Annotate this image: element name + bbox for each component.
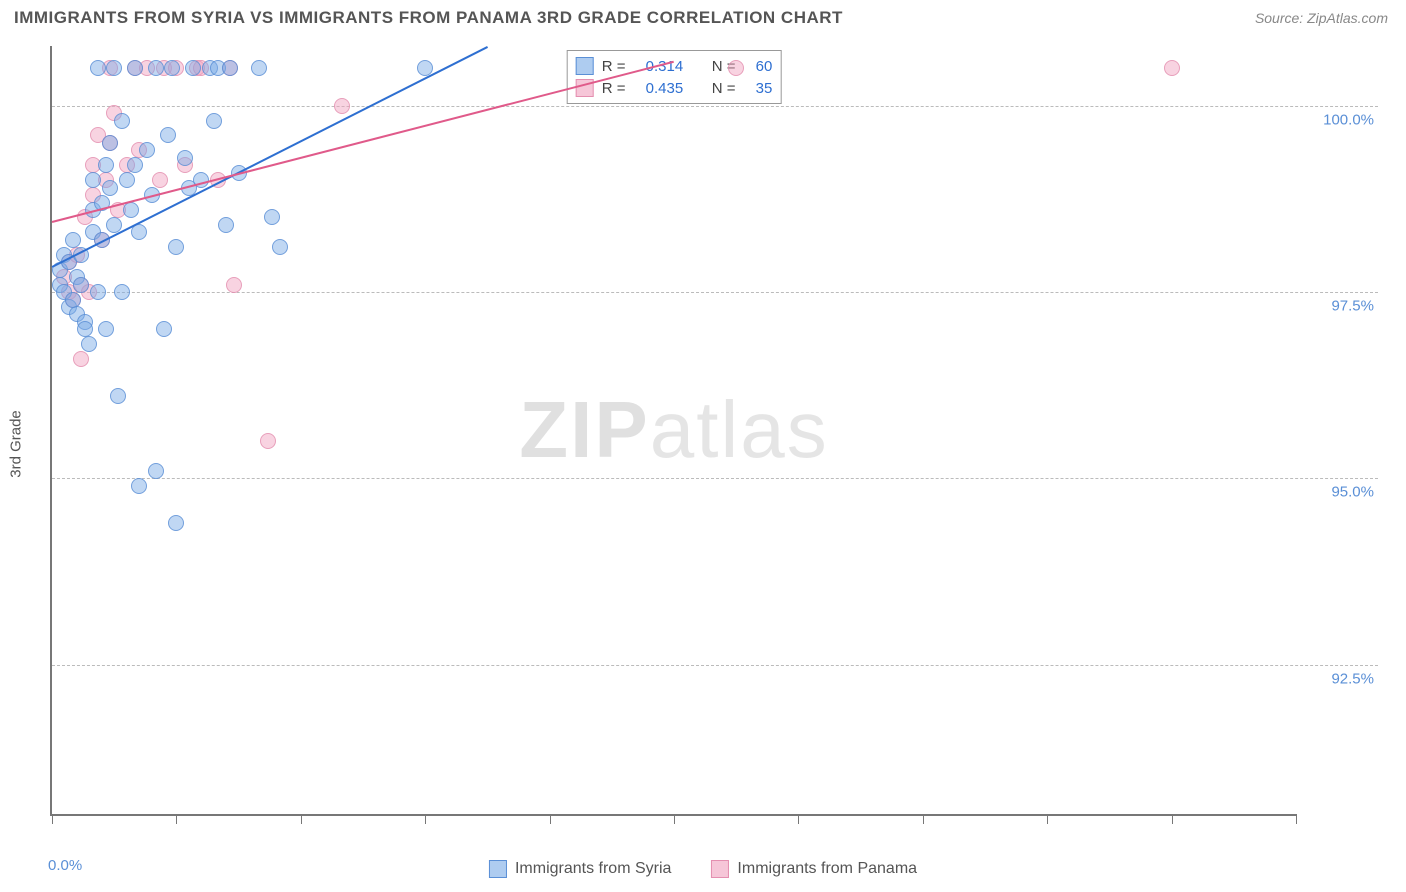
data-point [127,157,143,173]
x-tick [1047,814,1048,824]
data-point [156,321,172,337]
data-point [77,321,93,337]
y-tick-label: 97.5% [1331,298,1374,315]
x-tick [798,814,799,824]
x-tick [425,814,426,824]
x-tick [923,814,924,824]
data-point [73,277,89,293]
data-point [728,60,744,76]
data-point [260,433,276,449]
data-point [148,60,164,76]
data-point [73,351,89,367]
data-point [264,209,280,225]
data-point [114,113,130,129]
legend-series: Immigrants from Syria Immigrants from Pan… [489,860,917,878]
data-point [206,113,222,129]
data-point [102,135,118,151]
data-point [226,277,242,293]
data-point [164,60,180,76]
legend-item: Immigrants from Panama [711,860,917,878]
legend-swatch [489,860,507,878]
legend-stats: R = 0.314 N = 60R = 0.435 N = 35 [567,50,782,104]
x-tick [52,814,53,824]
chart-area: ZIPatlas R = 0.314 N = 60R = 0.435 N = 3… [50,46,1296,816]
data-point [110,388,126,404]
y-tick-label: 100.0% [1323,111,1374,128]
data-point [251,60,267,76]
watermark: ZIPatlas [519,384,828,476]
data-point [222,60,238,76]
data-point [127,60,143,76]
gridline [52,292,1378,293]
gridline [52,106,1378,107]
data-point [106,60,122,76]
data-point [148,463,164,479]
data-point [185,60,201,76]
y-axis-title: 3rd Grade [8,410,25,478]
data-point [85,172,101,188]
y-tick-label: 95.0% [1331,484,1374,501]
data-point [177,150,193,166]
legend-item: Immigrants from Syria [489,860,671,878]
data-point [139,142,155,158]
gridline [52,665,1378,666]
data-point [218,217,234,233]
data-point [272,239,288,255]
trend-line [52,46,488,268]
x-axis-min-label: 0.0% [48,857,82,874]
x-tick [1296,814,1297,824]
data-point [168,515,184,531]
x-tick [301,814,302,824]
data-point [1164,60,1180,76]
legend-swatch [711,860,729,878]
data-point [168,239,184,255]
data-point [102,180,118,196]
x-tick [1172,814,1173,824]
data-point [160,127,176,143]
data-point [81,336,97,352]
x-tick [550,814,551,824]
data-point [334,98,350,114]
data-point [98,157,114,173]
data-point [152,172,168,188]
x-tick [674,814,675,824]
y-tick-label: 92.5% [1331,670,1374,687]
data-point [90,284,106,300]
data-point [65,292,81,308]
gridline [52,478,1378,479]
data-point [123,202,139,218]
legend-swatch [576,57,594,75]
data-point [98,321,114,337]
source-label: Source: ZipAtlas.com [1255,10,1388,26]
data-point [90,60,106,76]
data-point [119,172,135,188]
data-point [131,478,147,494]
data-point [65,232,81,248]
page-title: IMMIGRANTS FROM SYRIA VS IMMIGRANTS FROM… [14,8,843,27]
x-tick [176,814,177,824]
data-point [114,284,130,300]
